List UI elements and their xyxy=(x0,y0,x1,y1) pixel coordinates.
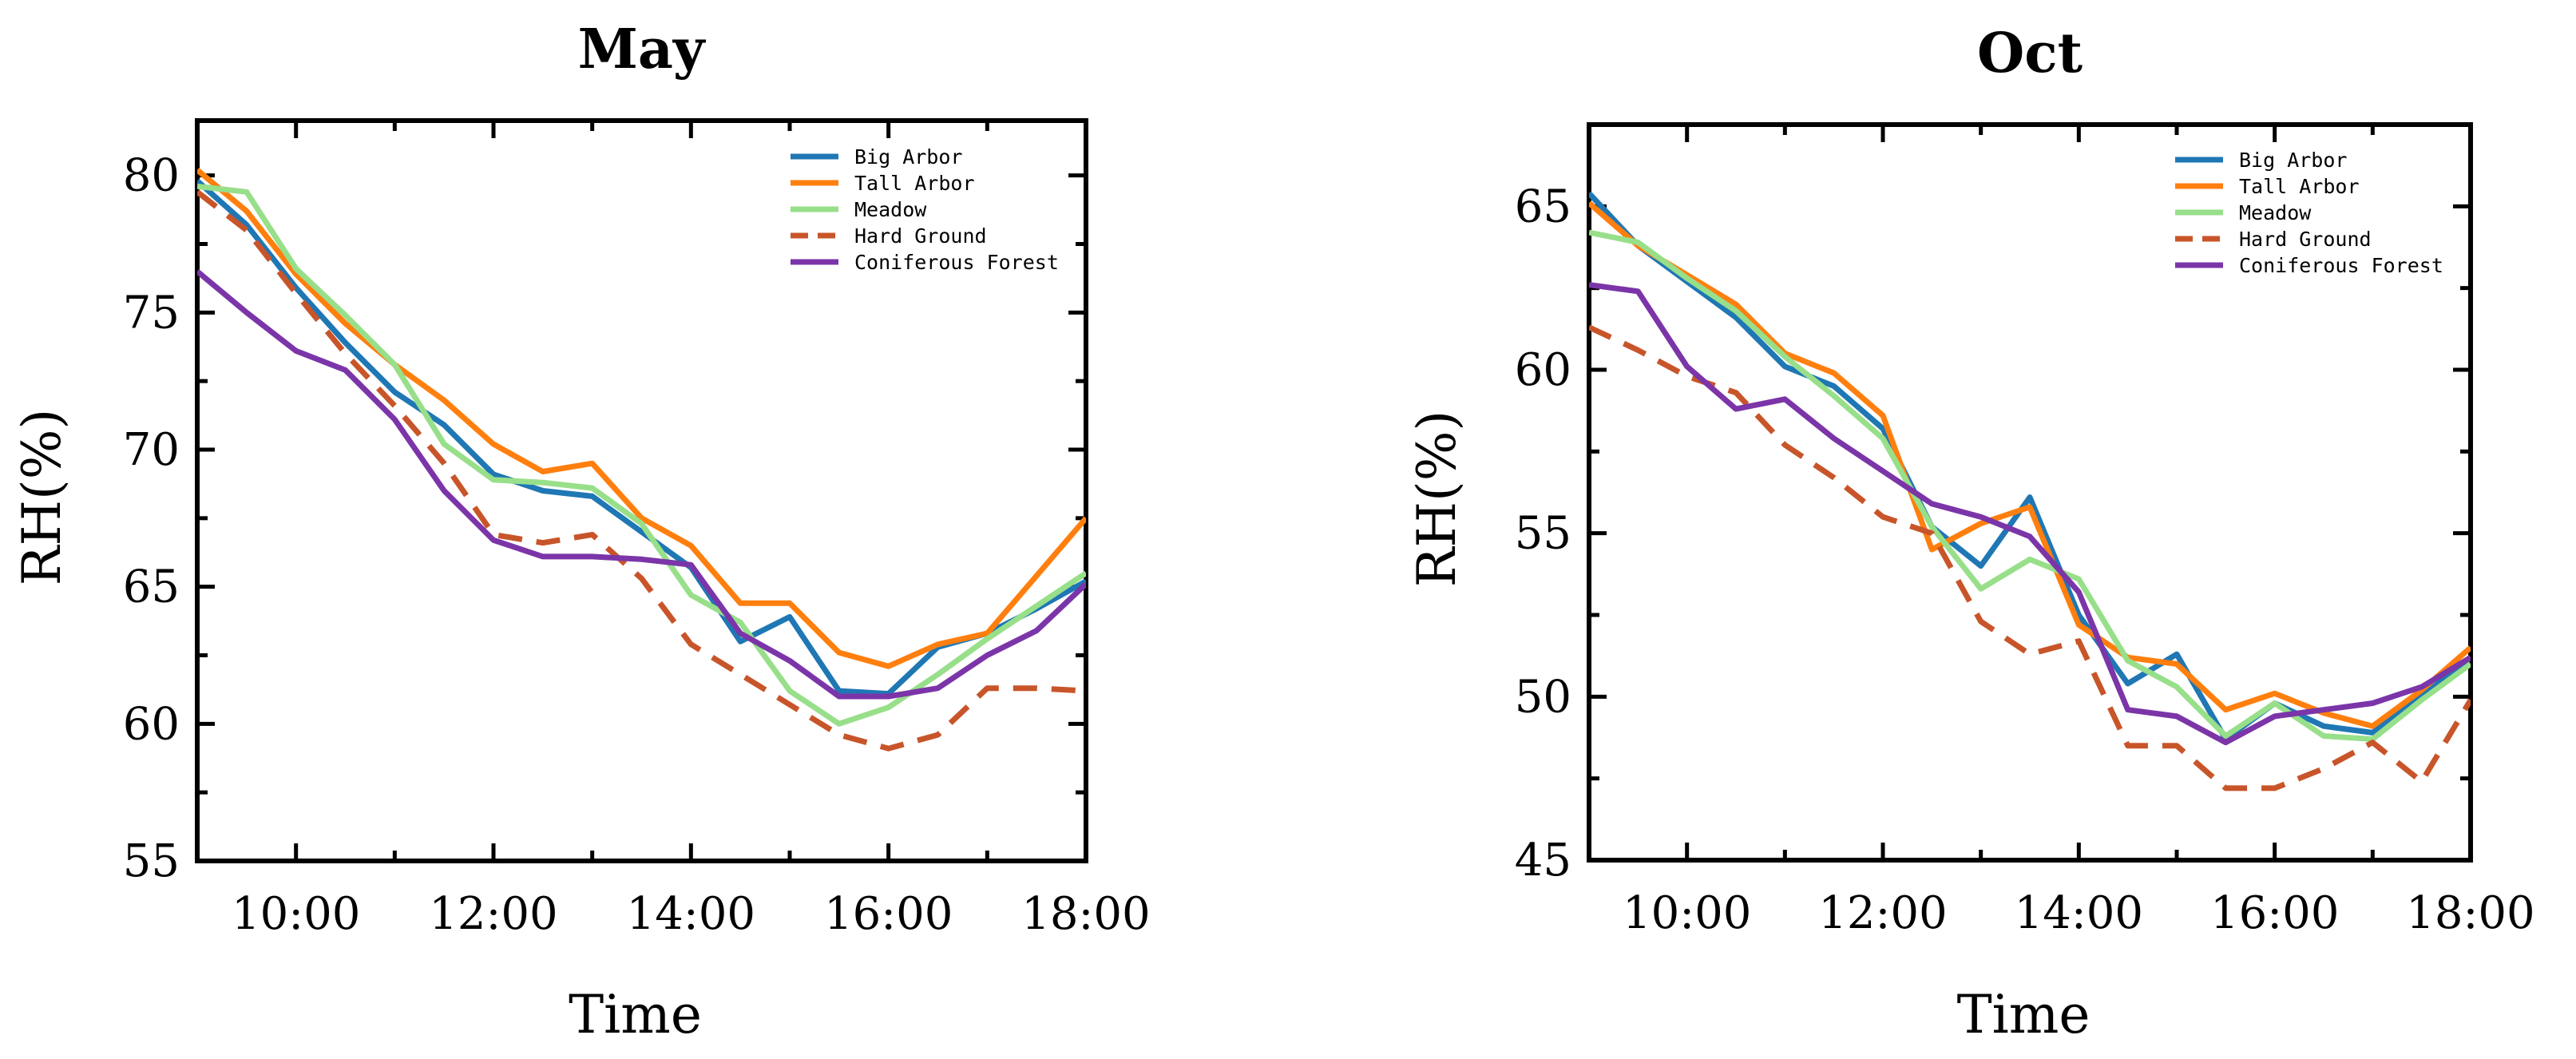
plot-frame xyxy=(195,118,1088,863)
y-axis-label: RH(%) xyxy=(11,409,73,585)
x-tick-label: 18:00 xyxy=(1021,888,1150,940)
series-line-hard-ground xyxy=(197,189,1086,752)
x-tick-label: 18:00 xyxy=(2406,887,2534,939)
legend-entry: Tall Arbor xyxy=(854,172,975,195)
chart-panel-oct: Oct 45 50 55 60 65 10:00 12:00 14:00 16:00 18:00 Ti… xyxy=(1406,22,2535,1045)
series-line-big-arbor xyxy=(1589,191,2471,742)
legend-entry: Coniferous Forest xyxy=(854,251,1059,274)
x-tick-label: 14:00 xyxy=(2015,887,2143,939)
y-tick-label: 45 xyxy=(1515,835,1571,886)
y-tick-label: 55 xyxy=(1515,508,1571,560)
y-tick-label: 75 xyxy=(123,287,180,339)
series-line-tall-arbor xyxy=(1589,200,2471,729)
plot-frame xyxy=(1587,122,2473,863)
series-line-meadow xyxy=(197,183,1086,727)
x-tick-label: 16:00 xyxy=(2210,887,2339,939)
y-axis-label: RH(%) xyxy=(1406,411,1468,587)
legend-entry: Hard Ground xyxy=(2239,228,2372,251)
legend-entry: Meadow xyxy=(854,198,927,221)
legend-entry: Coniferous Forest xyxy=(2239,254,2443,277)
legend-entry: Big Arbor xyxy=(854,145,962,169)
y-tick-label: 65 xyxy=(123,561,180,613)
x-tick-label: 12:00 xyxy=(429,888,557,940)
y-tick-label: 80 xyxy=(123,150,180,202)
series-line-coniferous-forest xyxy=(1589,282,2471,746)
y-tick-label: 50 xyxy=(1515,671,1571,723)
y-tick-label: 55 xyxy=(123,835,180,887)
series-line-hard-ground xyxy=(1589,324,2471,791)
series-line-coniferous-forest xyxy=(197,269,1086,700)
legend-entry: Hard Ground xyxy=(854,224,987,248)
x-tick-label: 14:00 xyxy=(627,888,755,940)
x-tick-label: 12:00 xyxy=(1818,887,1947,939)
x-tick-label: 16:00 xyxy=(824,888,953,940)
chart-title: May xyxy=(578,18,707,81)
legend-entry: Meadow xyxy=(2239,201,2312,224)
y-tick-label: 60 xyxy=(123,698,180,750)
legend-entry: Big Arbor xyxy=(2239,149,2347,172)
chart-title: Oct xyxy=(1977,22,2083,85)
y-tick-label: 60 xyxy=(1515,344,1571,396)
x-tick-label: 10:00 xyxy=(1623,887,1751,939)
chart-panel-may: May 55 60 65 70 75 80 10:00 12:00 14:00 16:00 18:00… xyxy=(11,18,1151,1045)
y-tick-label: 65 xyxy=(1515,180,1571,232)
series-line-meadow xyxy=(1589,229,2471,742)
legend-entry: Tall Arbor xyxy=(2239,175,2360,198)
y-tick-label: 70 xyxy=(123,424,180,476)
x-axis-label: Time xyxy=(1957,984,2091,1045)
x-tick-label: 10:00 xyxy=(232,888,360,940)
x-axis-label: Time xyxy=(569,984,702,1045)
series-line-tall-arbor xyxy=(197,168,1086,669)
